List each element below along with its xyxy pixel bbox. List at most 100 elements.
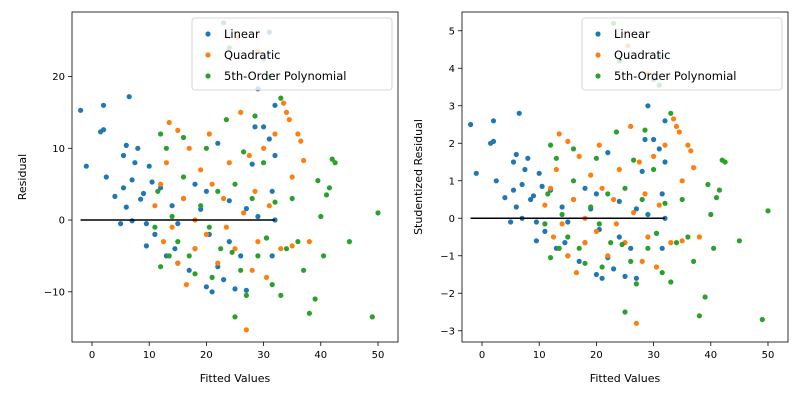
data-point [283, 109, 290, 115]
data-point [289, 174, 295, 180]
data-point [186, 267, 192, 273]
data-point [155, 188, 161, 194]
data-point [321, 253, 327, 259]
data-point [278, 95, 284, 101]
data-point [263, 274, 270, 280]
data-point [286, 117, 292, 123]
data-point [272, 131, 278, 137]
data-point [163, 160, 169, 166]
data-point [255, 239, 261, 245]
data-point [298, 138, 304, 144]
data-point [218, 246, 224, 252]
data-point [152, 224, 158, 230]
data-point [129, 218, 135, 224]
y-tick-label: −3 [440, 326, 455, 337]
data-point [261, 145, 267, 151]
data-point [570, 146, 577, 152]
data-point [605, 253, 611, 259]
x-tick-label: 30 [257, 350, 270, 361]
data-point [548, 185, 554, 191]
data-point [158, 181, 164, 187]
data-point [229, 249, 235, 255]
data-point [243, 292, 249, 298]
data-point [206, 224, 212, 230]
data-point [283, 246, 290, 252]
data-point [662, 159, 668, 165]
data-point [186, 253, 192, 259]
data-point [266, 136, 272, 142]
data-point [261, 124, 267, 130]
data-point [519, 181, 525, 188]
data-point [241, 210, 247, 216]
data-point [656, 146, 662, 152]
data-point [616, 198, 622, 204]
data-point [206, 131, 212, 137]
data-point [633, 281, 640, 287]
data-point [582, 185, 588, 191]
data-point [269, 282, 275, 288]
data-point [203, 145, 209, 151]
data-point [281, 100, 287, 106]
data-point [673, 240, 680, 246]
data-point [493, 178, 499, 184]
data-point [565, 219, 571, 225]
data-point [616, 234, 622, 240]
data-point [708, 211, 714, 218]
y-tick-label: −10 [44, 287, 65, 298]
data-point [676, 129, 682, 135]
x-tick-label: 50 [372, 350, 385, 361]
data-point [312, 296, 318, 302]
data-point [716, 187, 723, 193]
data-point [736, 238, 743, 244]
data-point [645, 234, 651, 240]
data-point [673, 123, 680, 129]
data-point [510, 187, 517, 193]
data-point [215, 260, 221, 266]
data-point [100, 102, 107, 108]
legend: Linear Quadratic 5th-Order Polynomial [581, 17, 783, 91]
series-1 [542, 43, 703, 326]
data-point [266, 203, 272, 209]
data-point [203, 284, 209, 290]
data-point [622, 309, 628, 315]
data-point [158, 131, 164, 137]
data-point [209, 289, 215, 295]
x-tick-label: 30 [647, 350, 660, 361]
data-point [261, 160, 267, 166]
data-point [158, 185, 164, 191]
data-point [329, 156, 335, 162]
data-point [175, 127, 181, 133]
data-point [582, 240, 588, 246]
data-point [272, 152, 278, 159]
data-point [599, 264, 605, 270]
data-point [565, 253, 571, 259]
data-point [180, 134, 187, 141]
data-point [702, 294, 708, 300]
data-point [221, 277, 227, 283]
data-point [679, 238, 685, 244]
data-point [249, 161, 255, 167]
data-point [158, 264, 164, 270]
data-point [642, 136, 648, 143]
data-point [611, 266, 617, 272]
data-point [513, 151, 519, 158]
data-point [536, 170, 542, 176]
data-point [272, 102, 278, 108]
data-point [556, 245, 562, 251]
y-tick-label: 3 [449, 101, 455, 112]
legend-label: Linear [614, 27, 650, 41]
series-0 [78, 29, 278, 295]
axes-frame [461, 11, 789, 343]
x-tick-label: 0 [479, 350, 485, 361]
data-point [662, 200, 668, 206]
data-point [241, 149, 247, 155]
x-tick-label: 10 [533, 350, 546, 361]
data-point [83, 163, 89, 169]
data-point [160, 239, 167, 245]
x-tick-label: 50 [762, 350, 775, 361]
data-point [203, 188, 209, 194]
data-point [192, 181, 198, 187]
data-point [685, 234, 691, 240]
data-point [553, 155, 560, 161]
data-point [149, 179, 155, 185]
